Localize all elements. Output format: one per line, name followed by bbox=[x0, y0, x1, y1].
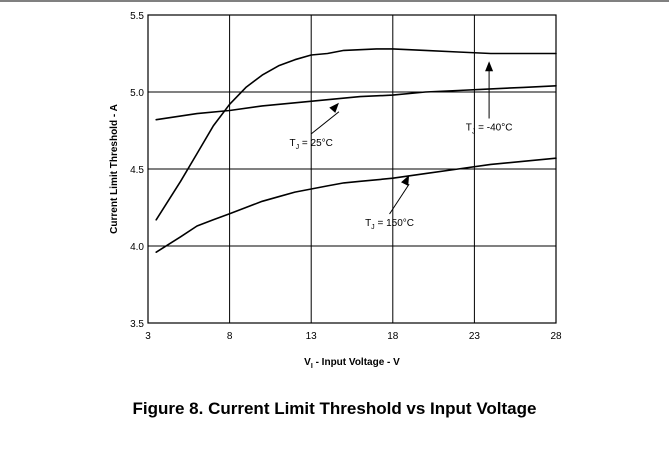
x-axis-title-main: V bbox=[304, 357, 311, 368]
x-tick-label-5: 28 bbox=[550, 331, 562, 342]
x-tick-labels: 3 8 13 18 23 28 bbox=[145, 331, 562, 342]
y-tick-label-2: 4.5 bbox=[130, 165, 144, 176]
annotation-arrowhead-0 bbox=[485, 61, 494, 72]
annotation-label-rest-0: = -40°C bbox=[475, 123, 512, 134]
annotation-label-main-2: T bbox=[365, 218, 371, 229]
x-axis-title: VI - Input Voltage - V bbox=[304, 357, 400, 370]
annotation-label-0: TJ = -40°C bbox=[466, 123, 513, 136]
x-tick-label-1: 8 bbox=[227, 331, 233, 342]
y-tick-label-1: 4.0 bbox=[130, 242, 144, 253]
series-line-0 bbox=[155, 48, 557, 221]
grid bbox=[147, 14, 557, 324]
annotation-arrowhead-2 bbox=[401, 175, 410, 186]
plot-frame bbox=[147, 14, 557, 324]
annotation-label-2: TJ = 150°C bbox=[365, 218, 414, 231]
annotation-arrowhead-1 bbox=[329, 102, 339, 113]
annotation-label-main-1: T bbox=[290, 138, 296, 149]
annotation-label-rest-1: = 25°C bbox=[299, 138, 333, 149]
x-tick-label-3: 18 bbox=[387, 331, 399, 342]
chart: 3 8 13 18 23 28 3.54.04.55.05.5 TJ = -40°CTJ … bbox=[0, 0, 669, 370]
x-axis-title-sub: I bbox=[311, 363, 313, 370]
annotation-label-sub-2: J bbox=[371, 224, 375, 231]
y-tick-label-3: 5.0 bbox=[130, 88, 144, 99]
y-tick-label-0: 3.5 bbox=[130, 319, 144, 330]
series-line-2 bbox=[155, 157, 557, 253]
annotation-label-sub-0: J bbox=[472, 129, 476, 136]
annotation-label-1: TJ = 25°C bbox=[290, 138, 333, 151]
x-axis-title-rest: - Input Voltage - V bbox=[313, 357, 400, 368]
y-axis-title: Current Limit Threshold - A bbox=[109, 104, 120, 234]
annotation-leader-2 bbox=[389, 183, 410, 215]
x-tick-label-4: 23 bbox=[469, 331, 481, 342]
x-tick-label-2: 13 bbox=[306, 331, 318, 342]
annotation-label-sub-1: J bbox=[296, 144, 300, 151]
annotation-leader-1 bbox=[310, 111, 340, 135]
annotations: TJ = -40°CTJ = 25°CTJ = 150°C bbox=[290, 61, 513, 231]
y-tick-label-4: 5.5 bbox=[130, 11, 144, 22]
figure-caption: Figure 8. Current Limit Threshold vs Inp… bbox=[132, 399, 537, 418]
series-line-1 bbox=[155, 85, 557, 121]
annotation-label-main-0: T bbox=[466, 123, 472, 134]
series-lines bbox=[155, 48, 557, 253]
y-tick-labels: 3.5 4.0 4.5 5.0 5.5 bbox=[130, 11, 144, 330]
x-tick-label-0: 3 bbox=[145, 331, 151, 342]
annotation-label-rest-2: = 150°C bbox=[375, 218, 414, 229]
